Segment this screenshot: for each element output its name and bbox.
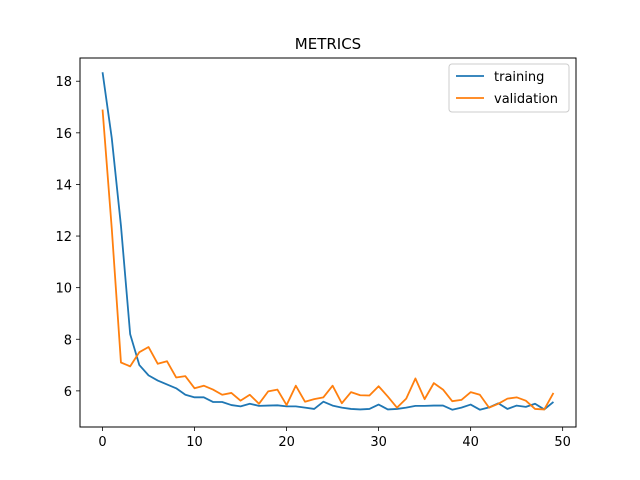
x-tick-label: 10 <box>186 435 203 450</box>
plot-frame <box>79 57 577 428</box>
y-tick-label: 16 <box>55 127 72 142</box>
y-tick-label: 6 <box>64 385 72 400</box>
series-line-training <box>101 72 555 411</box>
x-tick-label: 50 <box>554 435 571 450</box>
axis-ticks: 0 10 20 30 40 50 6 8 10 12 14 16 18 <box>55 75 570 450</box>
y-tick-label: 14 <box>55 178 72 193</box>
x-tick-label: 0 <box>98 435 106 450</box>
legend-label-validation: validation <box>494 92 558 107</box>
legend: training validation <box>448 63 570 113</box>
chart-title: METRICS <box>295 35 361 53</box>
series-lines <box>101 72 555 411</box>
y-tick-label: 8 <box>64 333 72 348</box>
x-tick-label: 20 <box>278 435 295 450</box>
y-tick-label: 18 <box>55 75 72 90</box>
series-line-validation <box>101 109 555 411</box>
y-tick-label: 12 <box>55 230 72 245</box>
plot-area <box>80 58 576 427</box>
legend-label-training: training <box>494 70 544 85</box>
y-tick-label: 10 <box>55 282 72 297</box>
x-tick-label: 40 <box>462 435 479 450</box>
x-tick-label: 30 <box>370 435 387 450</box>
